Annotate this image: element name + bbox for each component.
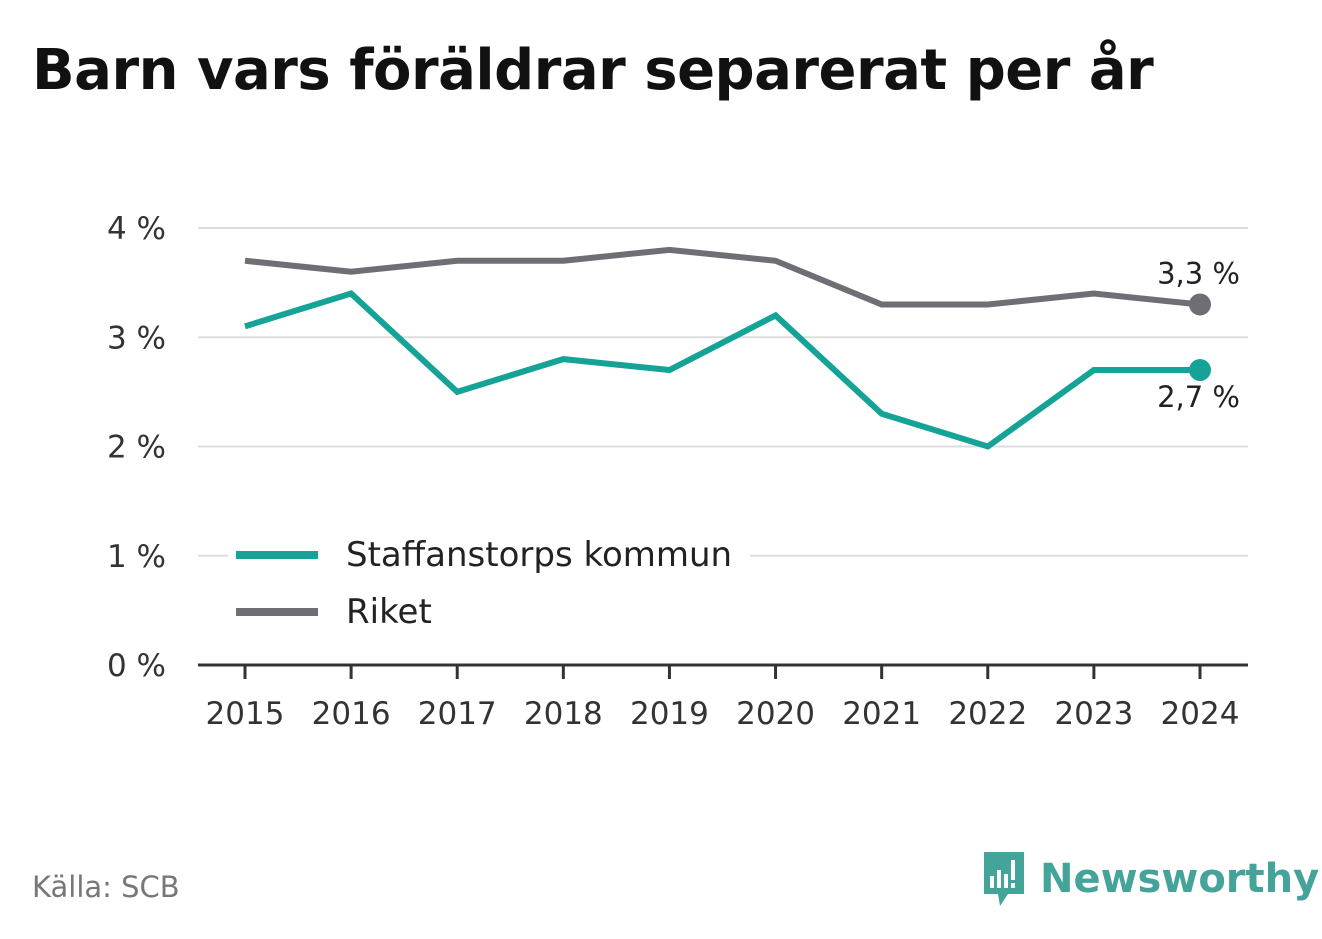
y-tick-label: 3 % — [107, 320, 166, 356]
legend-label-staffanstorp: Staffanstorps kommun — [346, 534, 733, 575]
y-tick-label: 1 % — [107, 539, 166, 575]
legend-label-riket: Riket — [346, 591, 432, 632]
legend: Staffanstorps kommun Riket — [228, 522, 751, 646]
x-tick-label: 2024 — [1161, 696, 1240, 732]
brand-name: Newsworthy — [1040, 856, 1320, 902]
newsworthy-logo-icon — [984, 852, 1024, 906]
legend-swatch-riket — [236, 607, 318, 616]
end-value-label: 2,7 % — [1157, 380, 1240, 414]
series-line-1 — [244, 246, 1201, 308]
legend-item-staffanstorp: Staffanstorps kommun — [236, 526, 732, 583]
series-line-0 — [244, 290, 1200, 450]
x-tick-label: 2017 — [418, 696, 497, 732]
chart-title: Barn vars föräldrar separerat per år — [32, 38, 1154, 103]
source-note: Källa: SCB — [32, 870, 180, 904]
x-tick-label: 2020 — [736, 696, 815, 732]
end-marker — [1189, 293, 1211, 316]
x-tick-label: 2016 — [312, 696, 391, 732]
x-tick-label: 2022 — [948, 696, 1027, 732]
y-tick-label: 4 % — [107, 211, 166, 247]
legend-item-riket: Riket — [236, 583, 732, 640]
x-tick-label: 2019 — [630, 696, 709, 732]
x-tick-label: 2021 — [842, 696, 921, 732]
end-marker — [1189, 359, 1211, 382]
end-value-label: 3,3 % — [1157, 256, 1240, 290]
x-tick-label: 2018 — [524, 696, 603, 732]
y-tick-label: 0 % — [107, 648, 166, 684]
y-tick-label: 2 % — [107, 430, 166, 466]
x-tick-label: 2023 — [1054, 696, 1133, 732]
brand-logo: Newsworthy — [980, 850, 1319, 908]
x-tick-label: 2015 — [206, 696, 285, 732]
legend-swatch-staffanstorp — [236, 550, 318, 559]
